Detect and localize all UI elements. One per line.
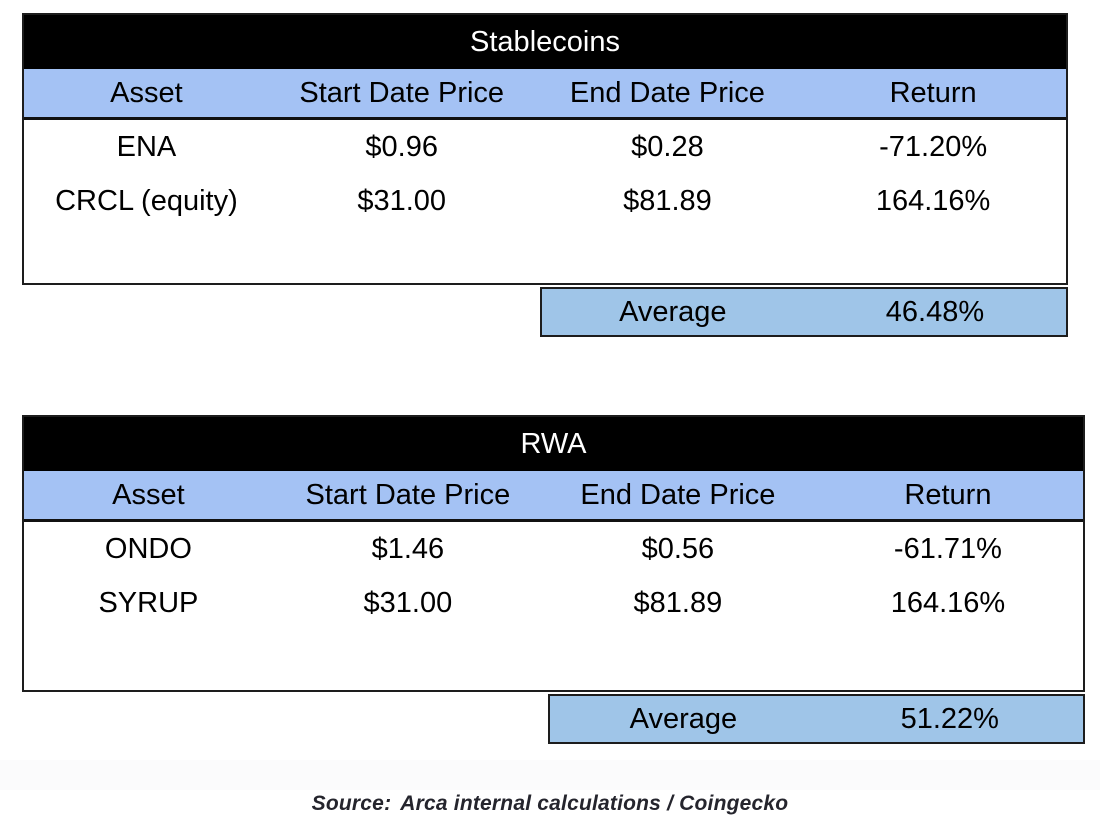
cell-asset: ONDO [104, 533, 192, 565]
column-header-start: Start Date Price [299, 77, 505, 109]
cell-start: $0.96 [365, 131, 438, 163]
cell-end: $0.56 [641, 533, 715, 565]
stablecoins-table: Stablecoins Asset Start Date Price End D… [22, 13, 1068, 337]
stablecoins-main-table: Stablecoins Asset Start Date Price End D… [22, 13, 1068, 285]
cell-return: 164.16% [875, 185, 991, 217]
source-text: Arca internal calculations / Coingecko [400, 792, 789, 815]
background-band [0, 760, 1100, 790]
empty-spacer-row [24, 228, 1066, 283]
source-label: Source: [311, 792, 392, 815]
table-row-crcl: CRCL (equity) $31.00 $81.89 164.16% [24, 174, 1066, 228]
column-header-row: Asset Start Date Price End Date Price Re… [24, 471, 1083, 522]
average-label: Average [619, 296, 727, 328]
cell-start: $31.00 [357, 185, 447, 217]
table-title-rwa: RWA [24, 417, 1083, 471]
cell-asset: CRCL (equity) [55, 185, 238, 217]
cell-end: $0.28 [631, 131, 704, 163]
cell-asset: SYRUP [98, 587, 199, 619]
average-row-rwa: Average 51.22% [548, 694, 1085, 744]
column-header-asset: Asset [110, 77, 183, 109]
average-row-stablecoins: Average 46.48% [539, 287, 1068, 337]
column-header-asset: Asset [112, 479, 185, 511]
cell-start: $1.46 [371, 533, 445, 565]
table-row-ena: ENA $0.96 $0.28 -71.20% [24, 120, 1066, 174]
average-label: Average [629, 703, 738, 735]
column-header-return: Return [889, 77, 977, 109]
empty-spacer-row [24, 630, 1083, 690]
column-header-end: End Date Price [569, 77, 765, 109]
table-row-ondo: ONDO $1.46 $0.56 -61.71% [24, 522, 1083, 576]
cell-return: 164.16% [890, 587, 1006, 619]
average-value: 46.48% [885, 296, 985, 328]
column-header-row: Asset Start Date Price End Date Price Re… [24, 69, 1066, 120]
cell-end: $81.89 [623, 185, 712, 217]
average-value: 51.22% [900, 703, 999, 735]
column-header-end: End Date Price [580, 479, 776, 511]
column-header-start: Start Date Price [305, 479, 511, 511]
column-header-return: Return [904, 479, 992, 511]
table-title-stablecoins: Stablecoins [24, 15, 1066, 69]
cell-return: -61.71% [893, 533, 1002, 565]
rwa-table: RWA Asset Start Date Price End Date Pric… [22, 415, 1085, 744]
cell-return: -71.20% [879, 131, 988, 163]
cell-asset: ENA [116, 131, 177, 163]
cell-end: $81.89 [633, 587, 723, 619]
table-row-syrup: SYRUP $31.00 $81.89 164.16% [24, 576, 1083, 630]
rwa-main-table: RWA Asset Start Date Price End Date Pric… [22, 415, 1085, 692]
source-caption: Source: Arca internal calculations / Coin… [0, 792, 1100, 816]
cell-start: $31.00 [363, 587, 453, 619]
